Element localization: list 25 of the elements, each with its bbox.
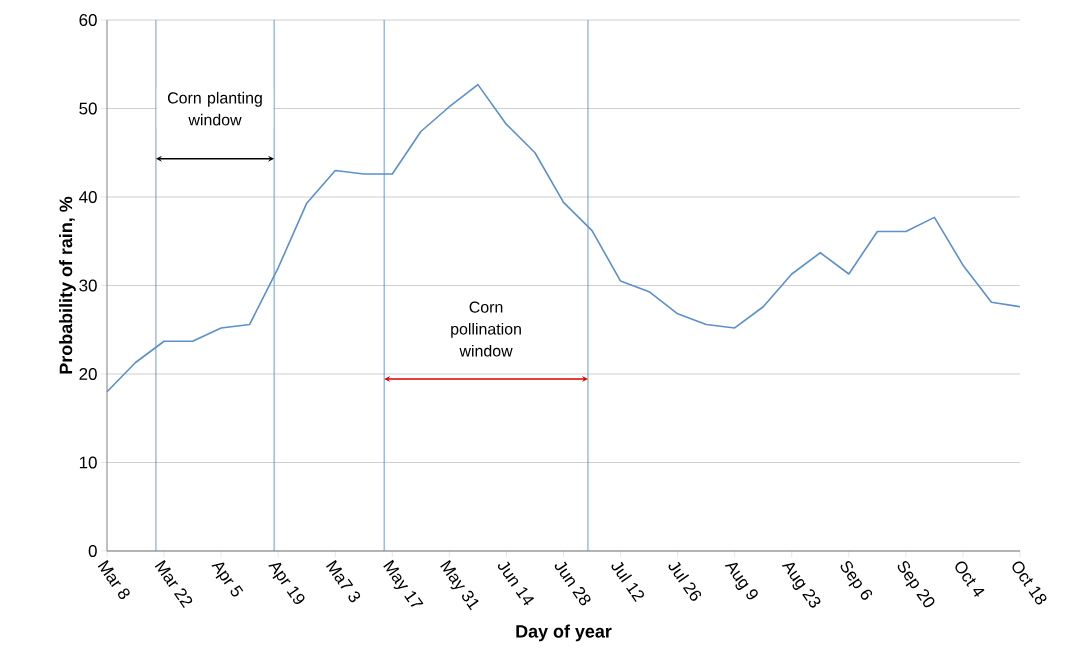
x-tick-label: Apr 5 bbox=[211, 562, 244, 597]
x-tick-label: Oct 18 bbox=[1012, 561, 1047, 605]
y-tick-label: 40 bbox=[79, 191, 97, 203]
x-tick-label: Jun 14 bbox=[497, 561, 535, 606]
y-tick-label: 30 bbox=[79, 279, 97, 292]
x-tick-label: Aug 23 bbox=[781, 562, 821, 608]
x-tick-label: Apr 19 bbox=[268, 562, 305, 604]
annotation: Corn pollination window bbox=[451, 301, 521, 357]
x-tick-label: Oct 4 bbox=[955, 561, 985, 597]
x-tick-label: Aug 9 bbox=[724, 562, 758, 600]
x-tick-label: Mar 8 bbox=[97, 559, 130, 600]
y-tick-label: 60 bbox=[79, 14, 97, 26]
x-tick-label: Jul 26 bbox=[668, 561, 702, 601]
x-tick-label: Jun 28 bbox=[554, 561, 591, 606]
y-tick-label: 10 bbox=[79, 456, 97, 469]
x-tick-label: Sep 6 bbox=[840, 560, 873, 600]
x-tick-label: Jul 12 bbox=[611, 561, 645, 603]
x-tick-label: Mar 22 bbox=[154, 559, 193, 608]
x-tick-label: Sep 20 bbox=[897, 560, 935, 608]
y-tick-label: 50 bbox=[79, 102, 97, 115]
y-axis-title: Probability of rain, % bbox=[59, 196, 76, 374]
x-axis-title: Day of year bbox=[516, 624, 612, 642]
y-tick-label: 20 bbox=[79, 368, 97, 380]
y-tick-label: 0 bbox=[88, 545, 97, 557]
annotation: Corn planting window bbox=[167, 91, 262, 126]
